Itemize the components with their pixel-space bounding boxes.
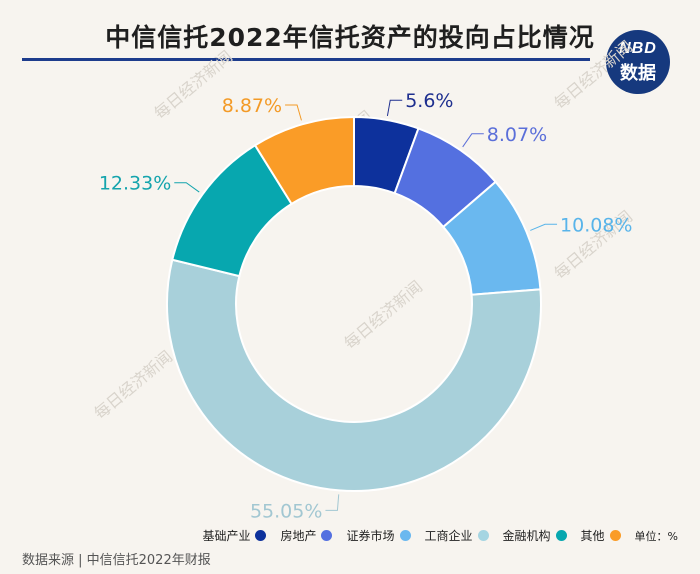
title-underline	[22, 58, 590, 61]
legend-swatch	[321, 530, 333, 541]
chart-legend: 基础产业 房地产 证券市场 工商企业 金融机构 其他 单位：%	[202, 527, 678, 544]
data-source: 数据来源 | 中信信托2022年财报	[22, 553, 211, 568]
legend-swatch	[255, 530, 267, 541]
data-label: 55.05%	[250, 500, 322, 522]
legend-item: 房地产	[280, 527, 333, 544]
watermark-text: 每日经济新闻	[550, 37, 636, 113]
leader-line	[530, 223, 558, 231]
data-label: 8.87%	[222, 95, 282, 117]
legend-label: 基础产业	[202, 529, 251, 543]
legend-item: 金融机构	[503, 527, 567, 544]
legend-label: 房地产	[280, 529, 317, 543]
legend-item: 其他	[581, 527, 621, 544]
leader-line	[325, 494, 340, 511]
data-label: 5.6%	[405, 90, 453, 112]
legend-swatch	[555, 530, 567, 541]
legend-item: 基础产业	[202, 527, 267, 544]
legend-swatch	[609, 530, 621, 541]
legend-item: 工商企业	[425, 527, 489, 544]
legend-swatch	[477, 530, 489, 541]
leader-line	[285, 104, 302, 121]
leader-line	[386, 99, 403, 117]
donut-slice	[253, 115, 355, 206]
legend-label: 金融机构	[502, 529, 551, 543]
leader-line	[174, 182, 200, 193]
nbd-logo: NBD 数据	[606, 30, 670, 94]
legend-label: 其他	[580, 529, 605, 543]
leader-line	[462, 133, 484, 148]
donut-slice	[166, 258, 542, 492]
unit-label: 单位：%	[634, 529, 678, 543]
watermark-text: 每日经济新闻	[90, 347, 176, 423]
legend-label: 工商企业	[424, 529, 473, 543]
legend-item: 证券市场	[346, 527, 411, 544]
data-label: 12.33%	[99, 173, 171, 195]
chart-title: 中信信托2022年信托资产的投向占比情况	[105, 23, 595, 52]
logo-text-top: NBD	[619, 40, 657, 57]
legend-swatch	[399, 530, 411, 541]
logo-text-bottom: 数据	[620, 63, 656, 83]
legend-label: 证券市场	[346, 529, 395, 543]
data-label: 10.08%	[560, 214, 632, 236]
data-label: 8.07%	[487, 124, 547, 146]
watermark-text: 每日经济新闻	[340, 277, 426, 353]
